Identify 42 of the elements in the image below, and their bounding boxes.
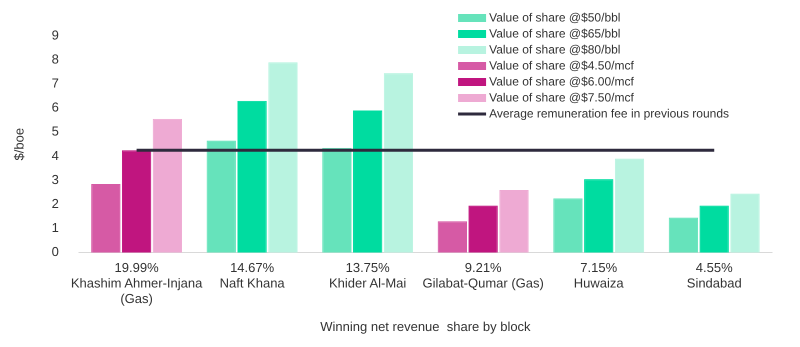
legend-label: Value of share @$50/bbl (489, 10, 620, 24)
y-tick-label: 9 (52, 27, 59, 42)
legend-label: Value of share @$7.50/mcf (489, 90, 634, 104)
bar (553, 198, 583, 253)
y-tick-label: 6 (52, 100, 59, 115)
bar (268, 62, 298, 253)
x-axis-title: Winning net revenue share by block (320, 318, 532, 334)
x-tick-label: 14.67% Naft Khana (220, 260, 286, 291)
y-tick-label: 5 (52, 124, 59, 139)
bar (614, 158, 644, 253)
x-tick-label: 7.15% Huwaiza (574, 260, 624, 291)
bar (438, 221, 468, 253)
bar (584, 179, 614, 253)
y-tick-label: 7 (52, 76, 59, 91)
y-tick-label: 3 (52, 172, 59, 187)
x-tick-label: 9.21% Gilabat-Qumar (Gas) (422, 260, 544, 291)
bar (91, 184, 120, 253)
bar (499, 190, 529, 253)
x-tick-label: 13.75% Khider Al-Mai (328, 260, 406, 291)
legend-label: Value of share @$65/bbl (489, 26, 620, 40)
bar (730, 194, 760, 253)
y-tick-label: 2 (52, 196, 59, 211)
bar (206, 140, 236, 253)
y-tick-label: 4 (52, 148, 59, 163)
bar (700, 206, 729, 253)
y-axis-title: $/boe (11, 128, 26, 160)
x-tick-label: 4.55% Sindabad (686, 260, 742, 291)
bar (237, 100, 267, 253)
y-tick-label: 8 (52, 51, 59, 66)
bar (668, 218, 698, 253)
bar (152, 118, 182, 253)
legend-label: Value of share @$6.00/mcf (489, 74, 634, 88)
legend-label: Value of share @$80/bbl (489, 42, 620, 56)
bar (353, 110, 382, 253)
bar (468, 206, 498, 253)
y-tick-label: 0 (52, 244, 59, 260)
bar (384, 73, 414, 253)
x-tick-label: 19.99% Khashim Ahmer-Injana (Gas) (70, 260, 204, 306)
bar (122, 150, 152, 253)
legend-label: Average remuneration fee in previous rounds (489, 106, 730, 120)
legend-label: Value of share @$4.50/mcf (489, 58, 634, 72)
y-tick-label: 1 (52, 220, 59, 236)
